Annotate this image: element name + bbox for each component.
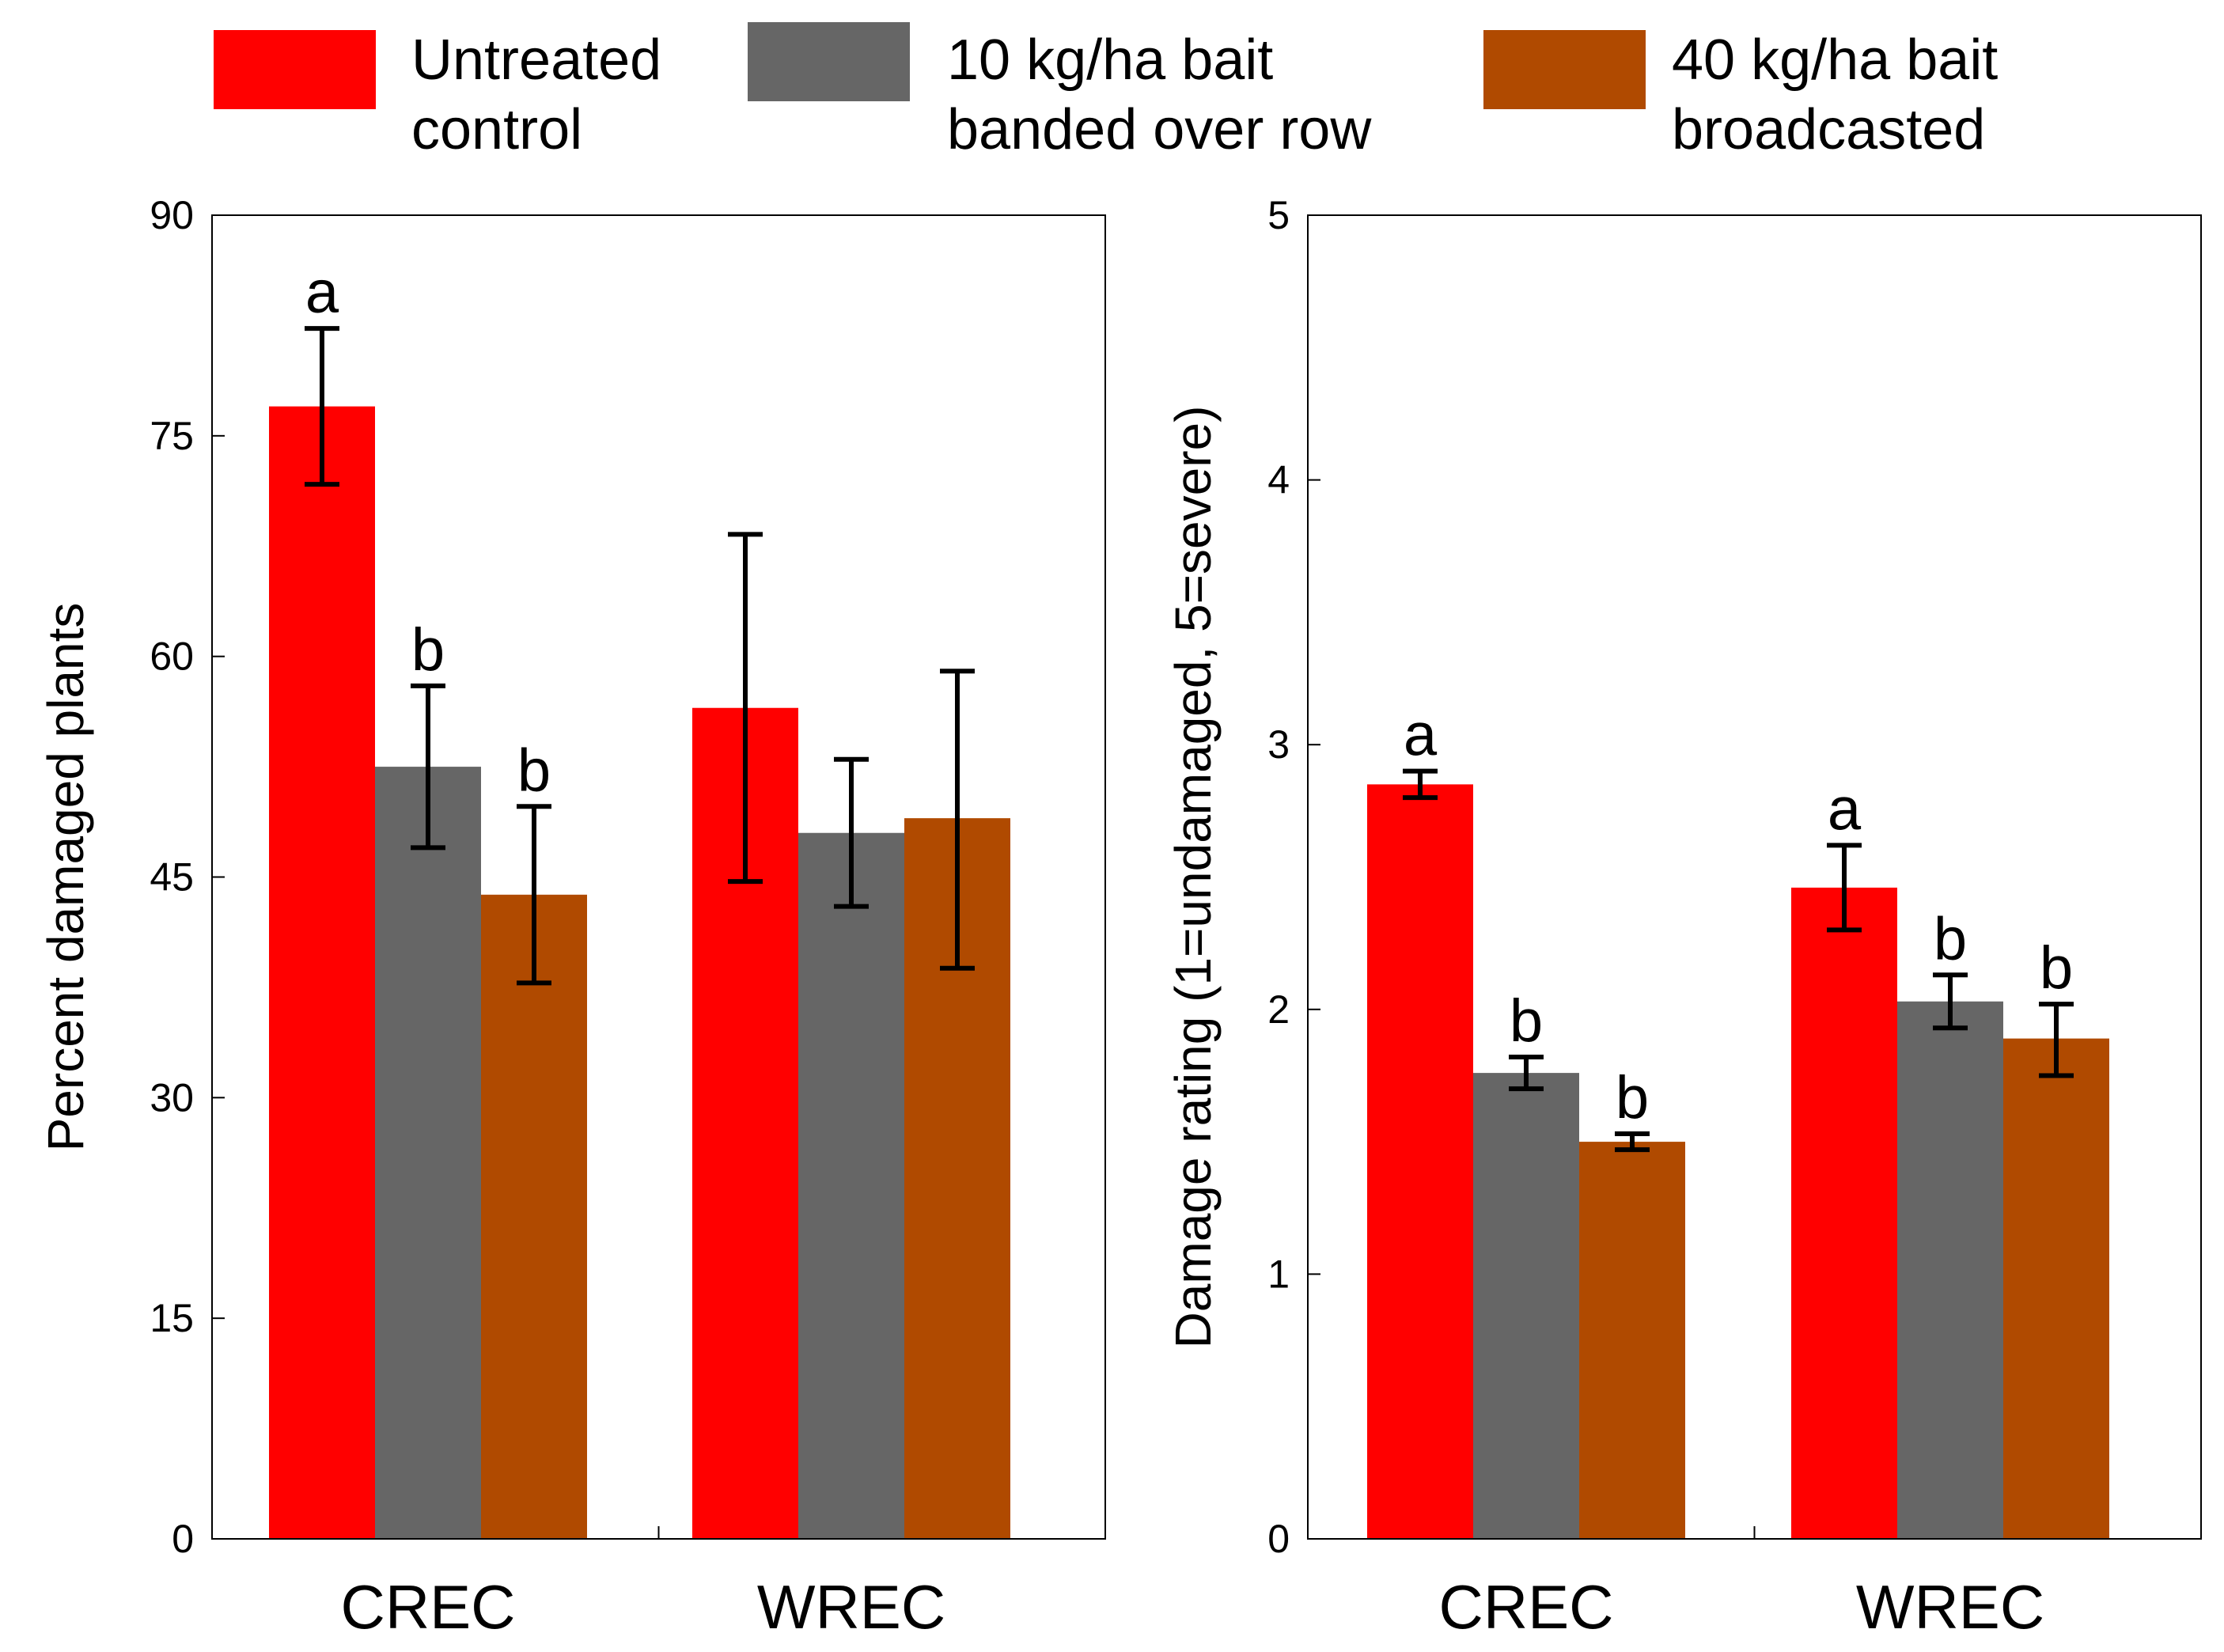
chart1-errorbar-wrec-series1 (1933, 972, 1968, 1031)
chart1-bar-wrec-series2 (2003, 1038, 2109, 1539)
chart0-bar-crec-series2 (481, 894, 587, 1539)
right-chart-panel: a a b b b b 0 1 2 3 4 5 CREC WREC Damage rating (1=und… (1165, 193, 2202, 1642)
legend-label-10kg-line1: 10 kg/ha bait (947, 28, 1273, 92)
chart1-y-tick-label-4: 4 (1267, 458, 1290, 502)
chart1-errorbar-wrec-series2 (2039, 1002, 2074, 1078)
chart0-y-tick-label-90: 90 (150, 193, 194, 237)
legend-item-40kg: 40 kg/ha bait broadcasted (1483, 28, 1998, 161)
chart0-y-tick-label-60: 60 (150, 635, 194, 679)
chart0-errorbar-wrec-series0 (728, 532, 763, 885)
chart1-y-axis-title: Damage rating (1=undamaged, 5=severe) (1165, 406, 1222, 1349)
chart1-y-tick-label-5: 5 (1267, 193, 1290, 237)
legend-label-40kg-line1: 40 kg/ha bait (1672, 28, 1998, 92)
chart1-bar-crec-series0 (1367, 784, 1473, 1539)
chart1-bar-wrec-series0 (1791, 887, 1897, 1539)
chart1-bar-crec-series2 (1579, 1142, 1685, 1539)
chart1-sig-letter-wrec-series2: b (2040, 934, 2073, 1002)
legend-swatch-untreated (214, 30, 376, 109)
chart0-errorbar-crec-series2 (517, 804, 551, 986)
chart0-y-tick-label-30: 30 (150, 1075, 194, 1120)
chart0-y-tick-label-15: 15 (150, 1296, 194, 1340)
chart0-bar-wrec-series1 (798, 832, 904, 1539)
chart1-errorbar-crec-series0 (1403, 768, 1438, 801)
chart0-y-tick-label-45: 45 (150, 855, 194, 900)
legend-item-untreated: Untreated control (214, 28, 661, 161)
chart1-sig-letter-wrec-series1: b (1934, 905, 1967, 972)
chart1-sig-letter-wrec-series0: a (1828, 775, 1862, 843)
legend-item-10kg: 10 kg/ha bait banded over row (748, 22, 1372, 161)
legend-label-untreated-line2: control (411, 98, 582, 161)
legend-label-untreated-line1: Untreated (411, 28, 661, 92)
chart0-sig-letter-crec-series2: b (517, 737, 551, 804)
chart1-y-tick-label-0: 0 (1267, 1517, 1290, 1561)
chart1-sig-letter-crec-series1: b (1510, 987, 1543, 1055)
chart0-x-category-label-wrec: WREC (757, 1572, 945, 1642)
chart1-errorbar-wrec-series0 (1827, 843, 1862, 933)
chart0-bar-crec-series0 (269, 406, 375, 1540)
chart0-errorbar-wrec-series2 (940, 669, 975, 971)
legend: Untreated control 10 kg/ha bait banded o… (214, 22, 1998, 161)
chart1-y-tick-label-3: 3 (1267, 722, 1290, 767)
chart1-y-tick-label-2: 2 (1267, 987, 1290, 1032)
chart0-x-category-label-crec: CREC (340, 1572, 515, 1642)
chart1-bar-crec-series1 (1473, 1073, 1579, 1539)
chart1-errorbar-crec-series2 (1615, 1131, 1650, 1153)
legend-label-40kg-line2: broadcasted (1672, 98, 1985, 161)
chart1-sig-letter-crec-series0: a (1404, 702, 1438, 769)
chart0-errorbar-wrec-series1 (834, 756, 869, 909)
chart1-sig-letter-crec-series2: b (1616, 1064, 1649, 1131)
chart0-sig-letter-crec-series0: a (305, 259, 339, 326)
chart0-sig-letter-crec-series1: b (411, 616, 445, 684)
legend-label-10kg-line2: banded over row (947, 98, 1372, 161)
legend-swatch-40kg (1483, 30, 1646, 109)
chart1-errorbar-crec-series1 (1509, 1055, 1544, 1092)
chart0-y-tick-label-75: 75 (150, 414, 194, 458)
legend-swatch-10kg (748, 22, 910, 101)
chart0-y-tick-label-0: 0 (172, 1517, 194, 1561)
chart0-errorbar-crec-series1 (411, 683, 445, 851)
chart0-errorbar-crec-series0 (305, 326, 339, 487)
chart0-bar-crec-series1 (375, 767, 481, 1539)
chart1-y-tick-label-1: 1 (1267, 1252, 1290, 1296)
chart0-y-axis-title: Percent damaged plants (37, 603, 94, 1152)
chart1-bar-wrec-series1 (1897, 1001, 2003, 1539)
left-chart-panel: a b b 0 15 30 45 60 75 90 CREC WREC Percent damaged … (37, 193, 1106, 1642)
chart1-x-category-label-wrec: WREC (1856, 1572, 2044, 1642)
chart1-x-category-label-crec: CREC (1438, 1572, 1613, 1642)
